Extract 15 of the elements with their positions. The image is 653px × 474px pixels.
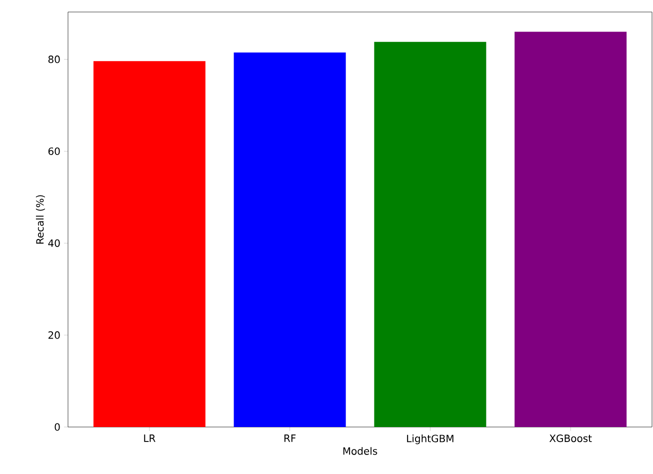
bar [234,52,346,427]
bar [93,61,206,427]
x-tick-label: XGBoost [549,434,592,442]
y-axis-title: Recall (%) [36,195,45,244]
y-tick-label: 0 [54,423,60,431]
x-tick-label: RF [284,434,296,442]
x-tick-label: LightGBM [407,434,454,444]
y-tick-label: 40 [48,239,60,247]
x-tick-label: LR [144,434,156,442]
y-tick-label: 80 [48,56,60,64]
y-tick-label: 20 [48,331,60,339]
y-tick-label: 60 [48,147,60,156]
bar [374,42,486,427]
bar [514,32,627,427]
x-axis-title: Models [343,447,378,455]
